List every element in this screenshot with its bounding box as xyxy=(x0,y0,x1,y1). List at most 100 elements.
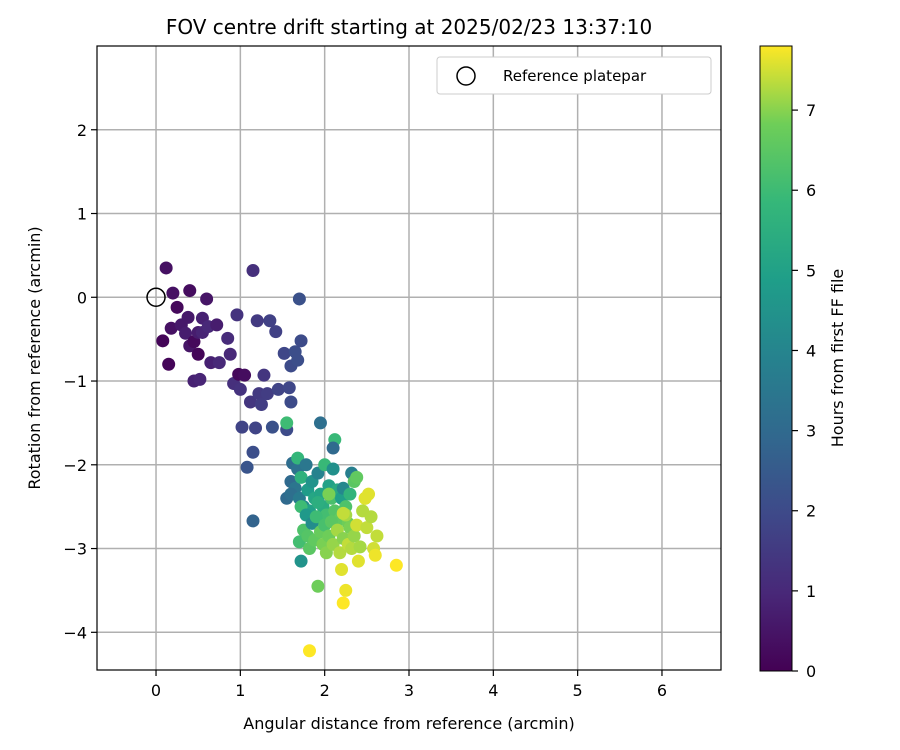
data-point xyxy=(389,558,403,572)
data-points xyxy=(156,261,403,658)
data-point xyxy=(326,441,340,455)
colorbar-ticks: 0 1 2 3 4 5 6 7 xyxy=(792,101,816,681)
data-point xyxy=(243,395,257,409)
data-point xyxy=(326,462,340,476)
data-point xyxy=(254,397,268,411)
data-point xyxy=(284,395,298,409)
data-point xyxy=(311,579,325,593)
y-axis-label: Rotation from reference (arcmin) xyxy=(25,226,44,489)
data-point xyxy=(351,554,365,568)
data-point xyxy=(246,263,260,277)
colorbar-tick-label: 5 xyxy=(806,261,816,280)
data-point xyxy=(343,487,357,501)
x-tick-label: 5 xyxy=(573,681,583,700)
data-point xyxy=(294,470,308,484)
data-point xyxy=(263,314,277,328)
x-tick-label: 3 xyxy=(404,681,414,700)
data-point xyxy=(271,382,285,396)
data-point xyxy=(265,420,279,434)
data-point xyxy=(249,421,263,435)
reference-point-marker xyxy=(146,287,166,308)
data-point xyxy=(360,521,374,535)
data-point xyxy=(257,368,271,382)
data-point xyxy=(159,261,173,275)
data-point xyxy=(181,310,195,324)
data-point xyxy=(370,529,384,543)
data-point xyxy=(292,292,306,306)
data-point xyxy=(260,387,274,401)
colorbar-tick-label: 1 xyxy=(806,582,816,601)
data-point xyxy=(280,416,294,430)
data-point xyxy=(347,529,361,543)
x-axis-ticks: 0 1 2 3 4 5 6 xyxy=(151,670,667,700)
data-point xyxy=(223,347,237,361)
data-point xyxy=(335,562,349,576)
data-point xyxy=(299,458,313,472)
legend-marker-icon xyxy=(456,66,476,86)
data-point xyxy=(309,510,323,524)
data-point xyxy=(221,331,235,345)
data-point xyxy=(368,548,382,562)
data-point xyxy=(170,300,184,314)
data-point xyxy=(179,326,193,340)
data-point xyxy=(164,321,178,335)
data-point xyxy=(238,368,252,382)
data-point xyxy=(294,554,308,568)
data-point xyxy=(250,314,264,328)
y-tick-label: −1 xyxy=(63,372,87,391)
data-point xyxy=(210,318,224,332)
data-point xyxy=(336,506,350,520)
y-tick-label: −3 xyxy=(63,540,87,559)
x-tick-label: 4 xyxy=(488,681,498,700)
data-point xyxy=(302,644,316,658)
data-point xyxy=(193,372,207,386)
data-point xyxy=(277,346,291,360)
data-point xyxy=(350,518,364,532)
colorbar-tick-label: 7 xyxy=(806,101,816,120)
y-tick-label: −4 xyxy=(63,623,87,642)
data-point xyxy=(311,495,325,509)
data-point xyxy=(336,596,350,610)
data-point xyxy=(166,286,180,300)
y-axis-ticks: 2 1 0 −1 −2 −3 −4 xyxy=(63,121,97,642)
colorbar-label: Hours from first FF file xyxy=(828,269,847,448)
colorbar-tick-label: 2 xyxy=(806,502,816,521)
data-point xyxy=(191,347,205,361)
data-point xyxy=(333,546,347,560)
data-point xyxy=(364,510,378,524)
legend-frame xyxy=(436,56,712,95)
data-point xyxy=(240,460,254,474)
y-tick-label: −2 xyxy=(63,456,87,475)
chart-title: FOV centre drift starting at 2025/02/23 … xyxy=(166,15,652,39)
colorbar-tick-label: 6 xyxy=(806,181,816,200)
colorbar-tick-label: 4 xyxy=(806,341,816,360)
colorbar-tick-label: 3 xyxy=(806,422,816,441)
data-point xyxy=(230,308,244,322)
data-point xyxy=(294,334,308,348)
x-tick-label: 1 xyxy=(235,681,245,700)
data-point xyxy=(353,540,367,554)
data-point xyxy=(339,583,353,597)
x-axis-label: Angular distance from reference (arcmin) xyxy=(243,714,574,733)
legend: Reference platepar xyxy=(436,56,712,95)
data-point xyxy=(212,356,226,370)
x-tick-label: 0 xyxy=(151,681,161,700)
colorbar-tick-label: 0 xyxy=(806,662,816,681)
data-point xyxy=(322,487,336,501)
data-point xyxy=(183,284,197,298)
grid-lines xyxy=(97,46,721,670)
data-point xyxy=(156,334,170,348)
colorbar: 0 1 2 3 4 5 6 7 Hours from first FF file xyxy=(759,45,847,681)
data-point xyxy=(235,420,249,434)
data-point xyxy=(162,357,176,371)
data-point xyxy=(350,470,364,484)
data-point xyxy=(246,445,260,459)
data-point xyxy=(233,382,247,396)
y-tick-label: 2 xyxy=(77,121,87,140)
data-point xyxy=(358,491,372,505)
data-point xyxy=(269,325,283,339)
data-point xyxy=(291,353,305,367)
x-tick-label: 2 xyxy=(320,681,330,700)
legend-label: Reference platepar xyxy=(503,67,647,85)
